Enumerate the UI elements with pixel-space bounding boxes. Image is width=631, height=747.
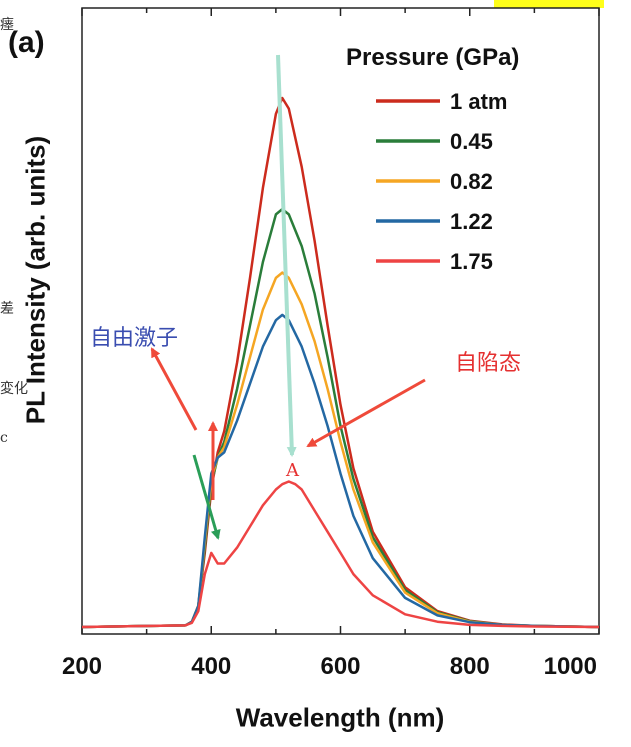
series-line-1.75 [81, 480, 600, 629]
pressure-trend-arrow [276, 54, 297, 457]
legend-label: 1.75 [450, 249, 493, 274]
panel-label: (a) [8, 26, 45, 59]
series-line-0.45 [81, 207, 600, 629]
legend-label: 1 atm [450, 89, 507, 114]
legend-label: 1.22 [450, 209, 493, 234]
highlight-marker [494, 0, 604, 8]
free-exciton-down-arrow [192, 454, 221, 540]
cropped-text-2: 差 [0, 301, 14, 317]
legend: 1 atm 0.45 0.82 1.22 1.75 [376, 89, 507, 274]
x-axis-label: Wavelength (nm) [235, 702, 445, 733]
x-tick-label: 800 [450, 653, 490, 680]
legend-title: Pressure (GPa) [346, 44, 520, 71]
x-tick-label: 600 [320, 653, 360, 680]
series-line-1.22 [81, 313, 600, 629]
self-trapped-arrow [306, 378, 426, 448]
plot-frame [81, 7, 600, 635]
x-tick-label: 400 [191, 653, 231, 680]
cropped-text-4: c [0, 430, 8, 446]
free-exciton-annotation: 自由激子 [90, 326, 179, 351]
x-axis-ticks: 200 400 600 800 1000 [62, 8, 600, 680]
x-tick-label: 1000 [544, 653, 597, 680]
legend-label: 0.82 [450, 169, 493, 194]
cropped-text-1: 瘗 [0, 17, 14, 33]
x-tick-label: 200 [62, 653, 102, 680]
cropped-text-3: 変化 [0, 381, 28, 397]
free-exciton-arrow [150, 347, 198, 431]
legend-label: 0.45 [450, 129, 493, 154]
series-line-0.82 [81, 271, 600, 629]
self-trapped-annotation: 自陷态 [455, 351, 522, 376]
point-a-label: A [286, 460, 299, 481]
